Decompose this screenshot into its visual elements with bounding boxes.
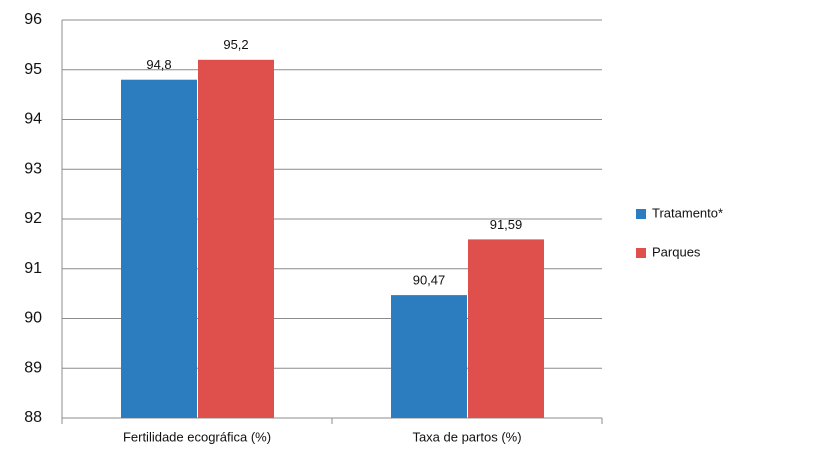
x-tick-label: Fertilidade ecográfica (%) — [123, 429, 271, 444]
data-label: 91,59 — [490, 217, 523, 232]
y-tick-label: 88 — [24, 409, 42, 426]
legend-label: Parques — [652, 244, 701, 259]
data-label: 95,2 — [223, 37, 248, 52]
y-tick-label: 96 — [24, 11, 42, 28]
legend-label: Tratamento* — [652, 205, 723, 220]
bar — [198, 59, 274, 419]
y-tick-label: 95 — [24, 61, 42, 78]
data-label: 94,8 — [146, 57, 171, 72]
y-tick-label: 90 — [24, 310, 42, 327]
y-tick-label: 93 — [24, 160, 42, 177]
bar — [391, 295, 467, 418]
x-tick-label: Taxa de partos (%) — [412, 429, 521, 444]
data-label: 90,47 — [413, 273, 446, 288]
y-tick-label: 94 — [24, 111, 42, 128]
y-tick-label: 92 — [24, 210, 42, 227]
bar — [468, 239, 544, 418]
bar — [121, 79, 197, 418]
legend-swatch — [636, 209, 646, 219]
legend-swatch — [636, 248, 646, 258]
y-tick-label: 91 — [24, 260, 42, 277]
y-tick-label: 89 — [24, 359, 42, 376]
